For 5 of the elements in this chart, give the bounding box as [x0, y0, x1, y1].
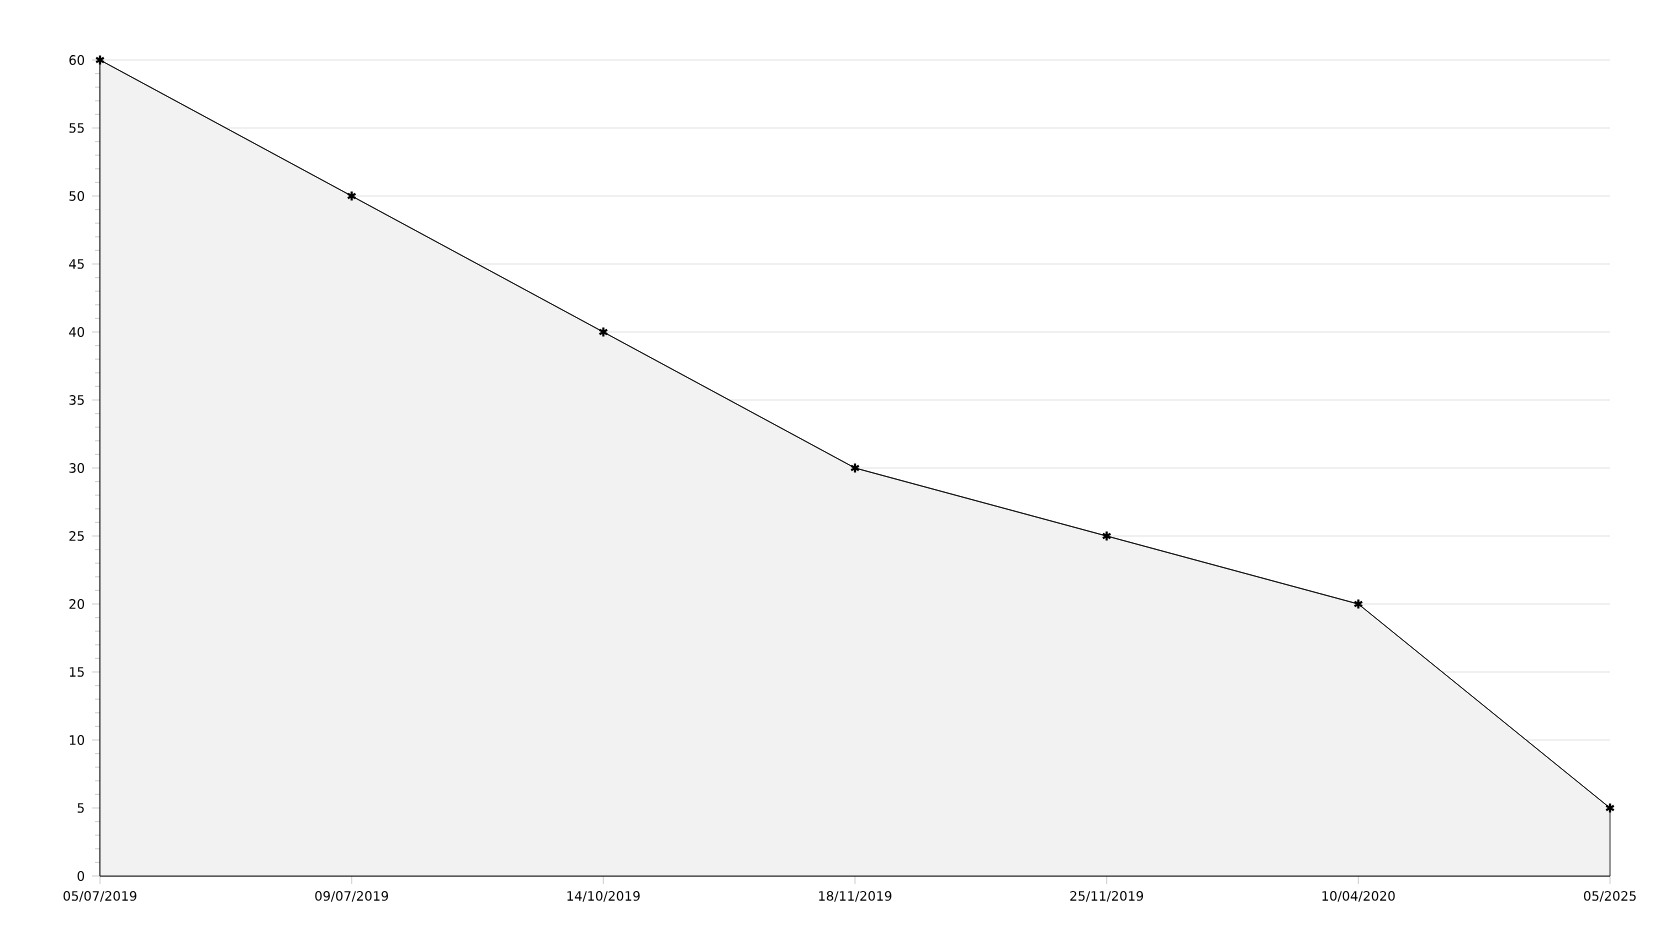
point	[346, 190, 357, 202]
point	[850, 462, 860, 474]
point	[1353, 598, 1364, 610]
point	[598, 326, 609, 338]
point	[1101, 530, 1112, 542]
